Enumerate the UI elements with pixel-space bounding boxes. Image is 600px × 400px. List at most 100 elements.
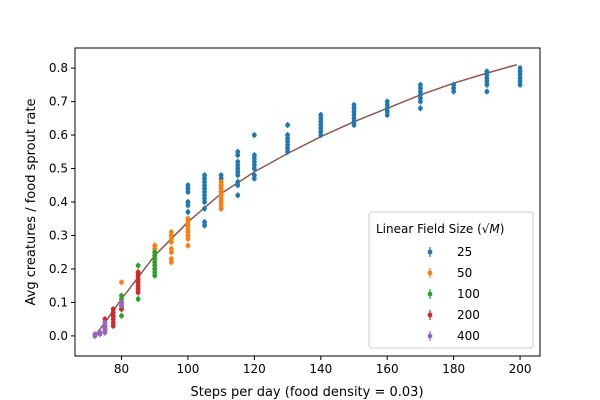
data-point: [235, 192, 241, 198]
data-point: [110, 323, 116, 329]
legend-marker: [427, 249, 433, 255]
data-point: [251, 172, 257, 178]
data-point: [218, 186, 224, 192]
data-point: [168, 259, 174, 265]
data-point: [185, 243, 191, 248]
data-point: [384, 105, 390, 111]
x-tick-label: 120: [243, 362, 266, 376]
data-point: [251, 132, 257, 138]
x-axis-ticks: 80 100 120 140 160 180 200: [114, 356, 532, 376]
data-point: [218, 189, 224, 195]
fit-line: [94, 63, 518, 337]
data-point: [418, 89, 423, 94]
data-point: [517, 72, 523, 78]
data-point: [251, 162, 257, 168]
data-point: [185, 209, 191, 215]
data-point: [110, 306, 116, 312]
data-point: [351, 119, 357, 125]
y-axis-ticks: 0.0 0.1 0.2 0.3 0.4 0.5 0.6 0.7 0.8: [49, 61, 75, 343]
data-point: [251, 176, 257, 181]
data-point: [351, 105, 357, 111]
y-tick-label: 0.3: [49, 228, 68, 242]
data-point: [135, 289, 141, 295]
data-point: [384, 99, 390, 104]
data-point: [351, 109, 357, 115]
data-point: [202, 206, 207, 212]
data-point: [318, 129, 324, 135]
data-point: [202, 176, 207, 181]
data-point: [218, 182, 224, 188]
data-point: [168, 236, 174, 242]
data-point: [152, 249, 158, 255]
data-point: [185, 219, 191, 225]
data-point: [102, 316, 108, 322]
data-point: [152, 256, 158, 262]
data-point: [285, 122, 290, 128]
data-point: [97, 330, 103, 335]
legend-label: 400: [457, 329, 480, 343]
data-point: [285, 149, 290, 155]
data-point: [152, 263, 158, 269]
data-point: [235, 179, 241, 185]
y-tick-label: 0.4: [49, 195, 68, 209]
data-point: [418, 95, 423, 101]
data-point: [152, 243, 158, 248]
data-point: [235, 162, 241, 168]
data-point: [168, 249, 174, 255]
data-point: [384, 102, 390, 108]
data-point: [185, 182, 191, 188]
data-point: [202, 182, 207, 188]
data-point: [517, 82, 523, 88]
data-point: [318, 115, 324, 121]
data-point: [235, 149, 241, 155]
data-point: [119, 279, 124, 285]
legend-marker: [427, 333, 433, 339]
data-point: [251, 159, 257, 165]
data-point: [152, 266, 158, 272]
data-point: [418, 105, 423, 111]
data-point: [318, 119, 324, 125]
data-point: [110, 313, 116, 319]
data-point: [168, 233, 174, 238]
data-point: [152, 273, 158, 279]
data-point: [218, 192, 224, 198]
data-point: [484, 72, 490, 78]
data-point: [119, 293, 124, 299]
y-tick-label: 0.0: [49, 329, 68, 343]
data-point: [285, 146, 290, 151]
legend-item-25: 25: [427, 245, 472, 259]
data-point: [202, 172, 207, 178]
data-point: [235, 169, 241, 175]
data-point: [202, 223, 207, 228]
data-point: [119, 303, 124, 309]
legend: Linear Field Size (√M) 25 50 100 200 400: [368, 211, 534, 349]
data-point: [110, 316, 116, 322]
data-point: [351, 122, 357, 128]
data-point: [119, 300, 124, 305]
data-point: [218, 179, 224, 185]
data-point: [185, 202, 191, 208]
data-point: [102, 323, 108, 329]
y-tick-label: 0.6: [49, 128, 68, 142]
data-point: [484, 69, 490, 74]
data-point: [235, 166, 241, 171]
data-point: [110, 310, 116, 315]
legend-label: 50: [457, 266, 472, 280]
legend-label: 100: [457, 287, 480, 301]
data-point: [484, 89, 490, 94]
data-point: [285, 142, 290, 148]
data-point: [202, 219, 207, 225]
data-point: [110, 320, 116, 325]
data-point: [251, 166, 257, 171]
data-point: [218, 172, 224, 178]
data-point: [135, 279, 141, 285]
legend-frame: [368, 211, 534, 349]
data-point: [202, 199, 207, 205]
data-point: [119, 313, 124, 319]
y-tick-label: 0.8: [49, 61, 68, 75]
data-point: [119, 296, 124, 302]
legend-item-50: 50: [427, 266, 472, 280]
data-point: [218, 206, 224, 212]
data-point: [517, 65, 523, 71]
series-25: [185, 65, 523, 236]
